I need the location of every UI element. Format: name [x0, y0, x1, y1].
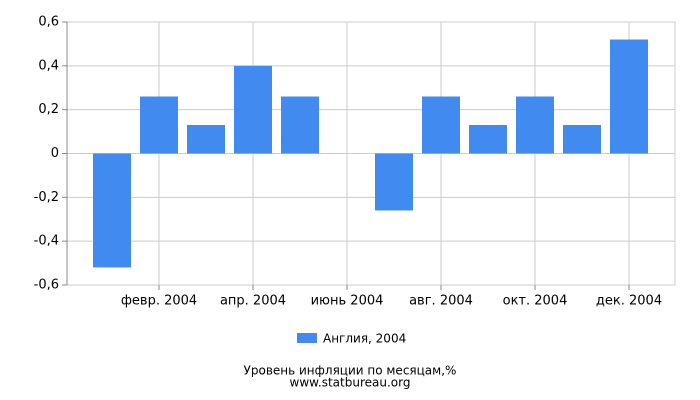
bar — [234, 65, 272, 154]
chart-title: Уровень инфляции по месяцам,% — [244, 364, 457, 378]
x-tick-label: окт. 2004 — [503, 294, 568, 309]
y-tick-label: -0,2 — [34, 190, 59, 205]
bar — [610, 39, 648, 154]
y-tick-label: -0,4 — [34, 234, 59, 249]
bar — [422, 96, 460, 154]
bar — [375, 153, 413, 211]
y-tick-label: -0,6 — [34, 278, 59, 293]
bar — [140, 96, 178, 154]
bar — [93, 153, 131, 268]
bar — [469, 125, 507, 154]
y-tick-label: 0 — [51, 146, 59, 161]
bar — [516, 96, 554, 154]
y-tick-label: 0,4 — [38, 58, 59, 73]
x-tick-label: апр. 2004 — [220, 294, 286, 309]
x-tick-label: авг. 2004 — [409, 294, 473, 309]
bar — [281, 96, 319, 154]
x-tick-label: февр. 2004 — [121, 294, 197, 309]
x-tick-label: июнь 2004 — [311, 294, 384, 309]
bar — [563, 125, 601, 154]
x-tick-label: дек. 2004 — [596, 294, 662, 309]
legend-swatch — [297, 333, 317, 343]
y-tick-label: 0,2 — [38, 102, 59, 117]
y-tick-label: 0,6 — [38, 15, 59, 30]
legend-label: Англия, 2004 — [323, 332, 406, 346]
bar — [187, 125, 225, 154]
chart-source: www.statbureau.org — [290, 376, 411, 390]
